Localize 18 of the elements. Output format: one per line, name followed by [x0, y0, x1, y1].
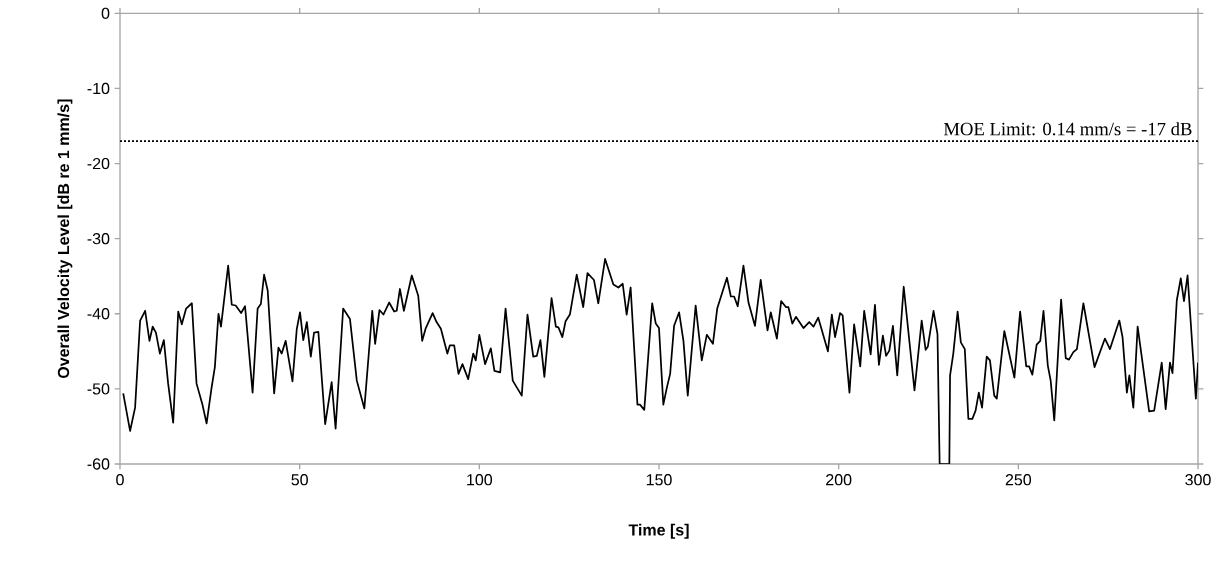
- ref-line-label: MOE Limit: 0.14 mm/s = -17 dB: [943, 122, 1192, 136]
- x-tick-label: 200: [826, 474, 852, 486]
- x-tick-label: 0: [116, 474, 124, 486]
- y-tick-label: -50: [87, 383, 110, 395]
- x-tick-label: 250: [1005, 474, 1032, 486]
- x-tick-label: 300: [1185, 474, 1211, 486]
- x-tick-label: 50: [291, 474, 308, 486]
- y-tick-label: -40: [87, 308, 110, 320]
- y-tick-label: -10: [87, 82, 110, 95]
- line-series: [122, 258, 1199, 464]
- y-tick-label: -30: [87, 233, 110, 245]
- y-tick-label: -60: [87, 458, 110, 470]
- y-tick-label: -20: [87, 157, 110, 170]
- y-axis-title: Overall Velocity Level [dB re 1 mm/s]: [57, 99, 73, 379]
- x-tick-label: 150: [646, 474, 672, 486]
- x-tick-label: 100: [467, 474, 493, 486]
- x-axis-title: Time [s]: [628, 523, 689, 539]
- y-tick-label: 0: [101, 7, 110, 19]
